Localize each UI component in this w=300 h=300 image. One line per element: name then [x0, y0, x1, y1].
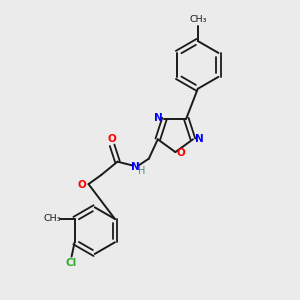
- Text: Cl: Cl: [66, 258, 77, 268]
- Text: N: N: [154, 113, 163, 123]
- Text: O: O: [78, 180, 86, 190]
- Text: N: N: [131, 162, 140, 172]
- Text: N: N: [195, 134, 203, 144]
- Text: CH₃: CH₃: [43, 214, 61, 224]
- Text: H: H: [138, 166, 146, 176]
- Text: O: O: [177, 148, 186, 158]
- Text: O: O: [108, 134, 116, 144]
- Text: CH₃: CH₃: [189, 15, 206, 24]
